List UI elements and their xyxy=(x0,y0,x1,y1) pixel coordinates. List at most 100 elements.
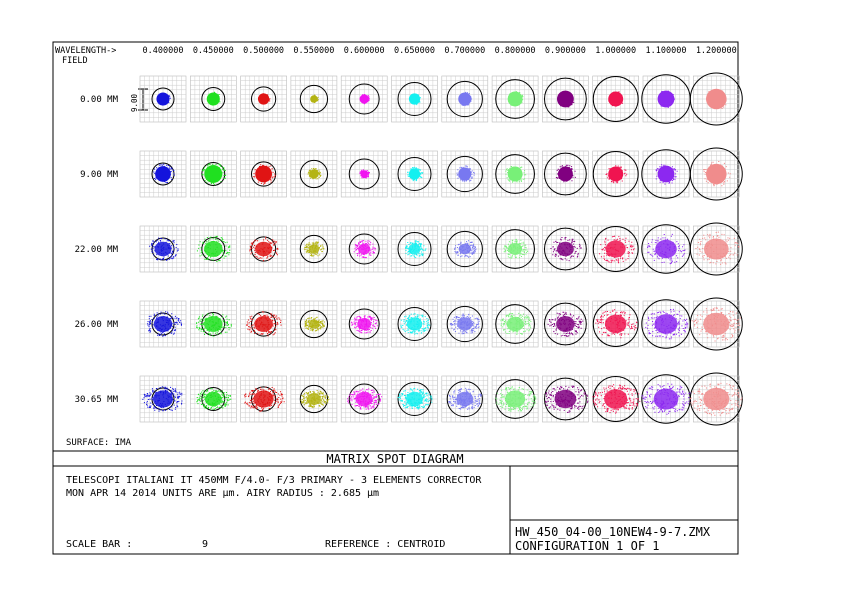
spot-cell-r0-c5 xyxy=(391,75,438,123)
airy-circle xyxy=(348,233,380,265)
spot-rays xyxy=(153,163,175,184)
spot-core xyxy=(706,163,727,185)
spot-cell-r4-c8 xyxy=(542,375,589,423)
spot-rays xyxy=(244,386,285,412)
airy-circle xyxy=(495,379,535,419)
airy-circle xyxy=(397,157,432,191)
spot-cell-r1-c10 xyxy=(641,149,691,199)
spot-rays xyxy=(310,94,319,103)
spot-rays xyxy=(450,313,480,335)
spot-cell-r4-c9 xyxy=(592,375,641,423)
spot-rays xyxy=(360,94,370,105)
spot-cell-r0-c1 xyxy=(190,75,237,123)
airy-circle xyxy=(348,383,380,415)
airy-circle xyxy=(201,87,226,111)
spot-cell-r3-c9 xyxy=(592,300,640,348)
spot-cell-r2-c6 xyxy=(441,225,489,273)
spot-core xyxy=(153,316,173,332)
spot-rays xyxy=(659,90,675,108)
spot-cell-r4-c0 xyxy=(139,375,187,423)
spot-cell-r2-c3 xyxy=(290,225,338,273)
spot-cell-r0-c4 xyxy=(340,75,388,123)
airy-circle xyxy=(689,222,743,276)
spot-cell-r3-c10 xyxy=(641,299,691,349)
spot-core xyxy=(507,166,523,182)
spot-cell-r1-c9 xyxy=(592,150,640,198)
spot-rays xyxy=(503,238,529,259)
spot-rays xyxy=(495,386,537,412)
spot-core xyxy=(406,317,423,331)
spot-rays xyxy=(608,91,623,107)
field-label-2: 22.00 MM xyxy=(75,245,119,255)
spot-rays xyxy=(559,91,575,108)
spot-rays xyxy=(641,383,692,415)
wavelength-label-5: 0.650000 xyxy=(394,46,435,56)
spot-rays xyxy=(599,235,635,264)
airy-circle xyxy=(689,147,743,201)
spot-core xyxy=(605,240,626,258)
spot-cell-r1-c2 xyxy=(240,150,287,198)
airy-circle xyxy=(495,229,535,269)
spot-core xyxy=(457,317,473,331)
airy-circle xyxy=(495,304,535,344)
spot-cell-r2-c9 xyxy=(592,225,640,273)
spot-rays xyxy=(300,390,330,409)
spot-rays xyxy=(456,165,475,182)
spot-rays xyxy=(307,168,322,180)
airy-circle xyxy=(544,227,587,271)
spot-rays xyxy=(547,311,584,337)
spot-cell-r0-c0 xyxy=(139,75,187,123)
airy-circle xyxy=(348,158,380,190)
spot-core xyxy=(255,241,273,257)
spot-rays xyxy=(407,166,424,182)
spot-rays xyxy=(147,311,182,337)
spot-cell-r3-c5 xyxy=(391,300,438,348)
outer-frame xyxy=(52,41,739,555)
airy-circle xyxy=(251,161,277,187)
spot-core xyxy=(703,238,729,260)
spot-rays xyxy=(149,237,179,261)
spot-core xyxy=(655,239,677,259)
wavelength-label-6: 0.700000 xyxy=(444,46,485,56)
spot-cell-r0-c7 xyxy=(491,75,539,123)
spot-cell-r3-c7 xyxy=(491,300,539,348)
spot-rays xyxy=(157,93,171,106)
scale-bar-value: 9 xyxy=(202,539,208,550)
spot-rays xyxy=(397,387,433,410)
spot-rays xyxy=(304,316,326,332)
spot-core xyxy=(505,390,526,408)
spot-cell-r1-c0 xyxy=(139,150,187,198)
airy-circle xyxy=(397,382,432,416)
airy-circle xyxy=(689,297,743,351)
spot-cell-r1-c4 xyxy=(340,150,388,198)
wavelength-label-3: 0.550000 xyxy=(293,46,334,56)
airy-circle xyxy=(592,151,639,197)
field-label-4: 30.65 MM xyxy=(75,395,119,405)
spot-rays xyxy=(655,164,678,185)
spot-cell-r4-c4 xyxy=(340,375,388,423)
spot-cell-r3-c0 xyxy=(139,300,187,348)
spot-rays xyxy=(595,309,638,339)
spot-cell-r0-c8 xyxy=(542,75,589,123)
spot-core xyxy=(204,391,222,407)
wavelength-label-4: 0.600000 xyxy=(344,46,385,56)
spot-cell-r1-c7 xyxy=(491,150,539,198)
wavelength-labels: 0.400000 0.450000 0.500000 0.550000 0.600000… xyxy=(143,46,737,56)
field-label-0: 0.00 MM xyxy=(80,95,119,105)
spot-cell-r2-c5 xyxy=(391,225,438,273)
spot-rays xyxy=(459,91,472,107)
scale-bar-label: SCALE BAR : xyxy=(66,539,132,550)
spot-rays xyxy=(207,91,221,106)
spot-rays xyxy=(196,235,231,262)
spot-rays xyxy=(142,386,183,412)
spot-rays xyxy=(555,164,576,183)
spot-core xyxy=(654,314,678,334)
wavelength-label-0: 0.400000 xyxy=(143,46,184,56)
spot-rays xyxy=(353,240,376,259)
diagram-title: MATRIX SPOT DIAGRAM xyxy=(326,452,463,466)
spot-cell-r4-c3 xyxy=(290,375,338,423)
spot-rays xyxy=(707,89,727,109)
airy-circle xyxy=(299,159,329,189)
wavelength-label-9: 1.000000 xyxy=(595,46,636,56)
